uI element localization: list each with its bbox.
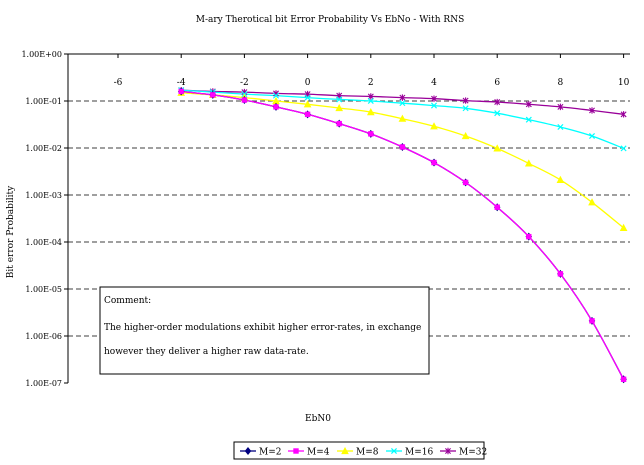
legend-marker-m32 <box>445 447 451 455</box>
x-tick-label: -6 <box>114 78 123 88</box>
data-point-m16 <box>336 96 343 103</box>
data-point-m4 <box>241 97 248 103</box>
data-point-m32 <box>367 93 374 100</box>
legend-label-m32: M=32 <box>459 448 487 458</box>
legend-marker-m4 <box>293 448 299 454</box>
x-tick-label: -4 <box>177 78 186 88</box>
annotation-frame <box>99 286 430 375</box>
data-point-m16 <box>462 105 469 112</box>
y-tick-label: 1.00E-03 <box>25 191 62 200</box>
legend-frame <box>233 441 485 460</box>
annotation-box: Comment: The higher-order modulations ex… <box>99 286 430 375</box>
y-tick-label: 1.00E-06 <box>25 332 62 341</box>
data-point-m16 <box>525 116 532 123</box>
data-point-m4 <box>336 120 342 127</box>
data-point-m32 <box>525 101 532 108</box>
data-point-m4 <box>399 144 406 150</box>
legend-label-m16: M=16 <box>405 448 433 458</box>
data-point-m4 <box>620 376 627 382</box>
data-point-m8 <box>556 175 565 183</box>
data-point-m16 <box>304 94 311 101</box>
x-tick-label: 10 <box>618 78 630 88</box>
data-point-m4 <box>178 88 184 95</box>
legend: M=2 M=4 M=8 M=16 M=32 <box>233 441 487 460</box>
legend-label-m4: M=4 <box>307 448 330 458</box>
data-point-m4 <box>557 271 564 277</box>
data-point-m4 <box>273 104 279 110</box>
data-point-m8 <box>335 103 344 112</box>
y-tick-label: 1.00E-01 <box>25 97 62 106</box>
data-point-m8 <box>366 108 375 116</box>
data-point-m8 <box>461 131 470 140</box>
data-point-m8 <box>398 114 407 122</box>
axes <box>64 53 630 384</box>
annotation-line-1: Comment: <box>104 296 151 306</box>
y-tick-label: 1.00E-04 <box>25 238 62 247</box>
x-tick-label: 8 <box>558 78 564 88</box>
annotation-line-3: however they deliver a higher raw data-r… <box>104 347 309 357</box>
y-tick-label: 1.00E-05 <box>25 285 62 294</box>
y-tick-label: 1.00E+00 <box>21 50 62 59</box>
data-point-m16 <box>399 100 406 107</box>
x-tick-labels: -6 -4 -2 0 2 4 6 8 10 <box>114 78 630 88</box>
y-tick-labels: 1.00E+00 1.00E-01 1.00E-02 1.00E-03 1.00E-04… <box>21 50 62 388</box>
data-point-m4 <box>526 233 532 240</box>
legend-items: M=2 M=4 M=8 M=16 M=32 <box>240 446 487 458</box>
series-markers <box>177 86 628 384</box>
data-point-m16 <box>620 145 627 152</box>
y-tick-label: 1.00E-02 <box>25 144 62 153</box>
chart-title: M-ary Therotical bit Error Probability V… <box>196 15 465 25</box>
data-point-m32 <box>462 97 469 104</box>
data-point-m8 <box>524 159 533 167</box>
data-point-m4 <box>304 111 311 118</box>
data-point-m4 <box>431 159 437 166</box>
data-point-m4 <box>494 204 500 210</box>
data-point-m16 <box>557 123 564 131</box>
data-point-m4 <box>368 131 374 137</box>
x-tick-label: 6 <box>494 78 500 88</box>
data-point-m32 <box>589 107 595 114</box>
data-point-m32 <box>494 98 501 106</box>
data-point-m32 <box>431 95 437 102</box>
x-tick-label: 2 <box>368 78 374 88</box>
data-point-m16 <box>494 110 501 117</box>
data-point-m4 <box>210 92 216 98</box>
annotation-line-2: The higher-order modulations exhibit hig… <box>104 323 421 333</box>
x-axis-label: EbN0 <box>305 414 331 424</box>
data-point-m8 <box>619 223 628 231</box>
data-point-m4 <box>462 179 469 186</box>
data-point-m8 <box>588 198 596 206</box>
x-tick-label: -2 <box>240 78 249 88</box>
legend-marker-m8 <box>341 446 349 455</box>
legend-label-m8: M=8 <box>356 448 379 458</box>
data-point-m4 <box>589 318 595 324</box>
legend-marker-m2 <box>244 447 252 455</box>
y-tick-label: 1.00E-07 <box>25 379 62 388</box>
data-point-m8 <box>303 100 312 108</box>
x-tick-label: 4 <box>431 78 437 88</box>
data-point-m16 <box>588 132 596 140</box>
data-point-m32 <box>557 103 564 111</box>
data-point-m8 <box>493 144 502 152</box>
x-tick-label: 0 <box>305 78 311 88</box>
legend-marker-m16 <box>390 447 398 455</box>
legend-label-m2: M=2 <box>259 448 281 458</box>
data-point-m16 <box>272 92 280 99</box>
y-axis-label: Bit error Probability <box>6 185 16 278</box>
data-point-m16 <box>367 97 374 105</box>
data-point-m16 <box>430 102 438 109</box>
data-point-m32 <box>620 111 627 118</box>
data-point-m32 <box>399 94 406 101</box>
data-point-m8 <box>430 122 438 130</box>
